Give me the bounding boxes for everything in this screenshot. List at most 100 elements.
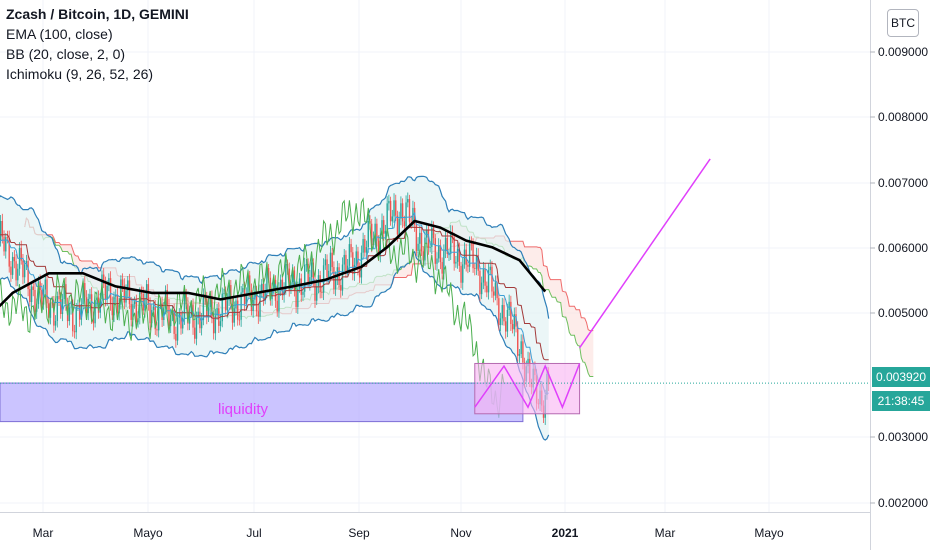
candle-body	[154, 306, 156, 330]
candle-body	[140, 292, 143, 294]
candle-body	[89, 294, 91, 299]
drawing-boxes[interactable]	[0, 362, 581, 423]
candle-body	[494, 282, 497, 296]
y-tick-label: 0.002000	[878, 496, 928, 510]
candle-body	[27, 260, 29, 290]
candle-body	[510, 301, 512, 325]
candle-body	[97, 297, 100, 313]
candle-body	[128, 280, 131, 305]
candle-body	[187, 304, 189, 324]
candle-body	[115, 294, 117, 297]
candle-body	[486, 285, 488, 293]
candle-body	[431, 227, 433, 247]
candle-body	[458, 248, 461, 266]
candle-body	[230, 285, 232, 304]
candle-body	[70, 306, 72, 308]
candle-body	[513, 314, 515, 330]
candle-body	[231, 303, 234, 323]
zigzag-projection	[474, 363, 581, 410]
candle-body	[29, 289, 31, 303]
candle-body	[314, 280, 316, 301]
candle-body	[350, 244, 352, 253]
candle-body	[190, 304, 193, 313]
candle-body	[168, 306, 170, 327]
indicator-lines	[0, 197, 549, 418]
candle-body	[249, 275, 251, 291]
candle-body	[331, 252, 333, 268]
projection-drawings[interactable]	[474, 158, 711, 410]
x-tick-label: 2021	[552, 526, 579, 540]
candle-body	[237, 300, 239, 320]
candle-body	[25, 260, 28, 265]
candle-body	[56, 296, 59, 322]
candle-body	[506, 309, 509, 332]
candle-body	[125, 290, 127, 303]
candle-body	[99, 299, 101, 313]
candle-body	[157, 305, 160, 331]
symbol-title[interactable]: Zcash / Bitcoin, 1D, GEMINI	[6, 6, 189, 22]
candle-body	[37, 281, 40, 305]
legend-ema[interactable]: EMA (100, close)	[6, 26, 113, 42]
candle-body	[276, 300, 278, 312]
candle-body	[324, 259, 327, 266]
candle-body	[413, 207, 416, 225]
liquidity-box	[0, 382, 524, 423]
candle-body	[505, 321, 507, 332]
candle-body	[183, 294, 186, 318]
x-tick-label: Mayo	[133, 526, 163, 540]
ema-line	[0, 219, 547, 308]
candle-body	[135, 301, 138, 323]
candle-body	[46, 279, 48, 304]
candle-body	[11, 256, 14, 275]
candle-body	[269, 277, 272, 300]
x-tick-label: Sep	[348, 526, 370, 540]
candle-body	[460, 265, 462, 283]
candle-body	[298, 278, 301, 289]
candle-body	[288, 268, 290, 290]
candle-body	[389, 200, 392, 222]
candle-body	[65, 284, 67, 305]
candle-body	[479, 270, 481, 295]
legend-ichimoku[interactable]: Ichimoku (9, 26, 52, 26)	[6, 66, 154, 82]
candle-body	[224, 293, 227, 311]
candle-body	[6, 237, 9, 239]
candle-body	[436, 258, 438, 264]
candle-body	[58, 296, 60, 300]
candle-body	[209, 296, 211, 308]
candle-body	[84, 283, 86, 298]
currency-badge[interactable]: BTC	[887, 9, 919, 37]
candle-body	[427, 229, 430, 248]
candle-body	[522, 341, 524, 363]
candle-body	[159, 303, 162, 306]
candle-body	[152, 306, 155, 311]
candle-body	[407, 199, 409, 203]
tenkan-sen	[0, 211, 549, 394]
candle-body	[233, 308, 235, 323]
legend-bollinger[interactable]: BB (20, close, 2, 0)	[6, 46, 126, 62]
y-tick-label: 0.008000	[878, 110, 928, 124]
candle-body	[22, 260, 24, 278]
candle-body	[511, 324, 514, 330]
candle-body	[20, 247, 22, 261]
candle-body	[195, 317, 198, 339]
candle-body	[13, 256, 16, 262]
candle-body	[439, 245, 442, 263]
candle-body	[365, 247, 368, 253]
candle-body	[199, 311, 201, 329]
candle-body	[73, 331, 76, 333]
candle-body	[429, 246, 431, 248]
candle-body	[346, 265, 349, 272]
candle-body	[477, 254, 479, 271]
candle-body	[340, 285, 342, 291]
candle-body	[467, 264, 469, 267]
candle-body	[90, 294, 93, 319]
candle-body	[279, 279, 282, 290]
candle-body	[161, 303, 163, 320]
candle-body	[456, 248, 459, 262]
liquidity-label: liquidity	[218, 401, 269, 418]
y-tick-label: 0.007000	[878, 176, 928, 190]
candle-body	[92, 318, 95, 324]
candle-body	[200, 320, 203, 329]
bollinger-upper	[0, 175, 550, 319]
